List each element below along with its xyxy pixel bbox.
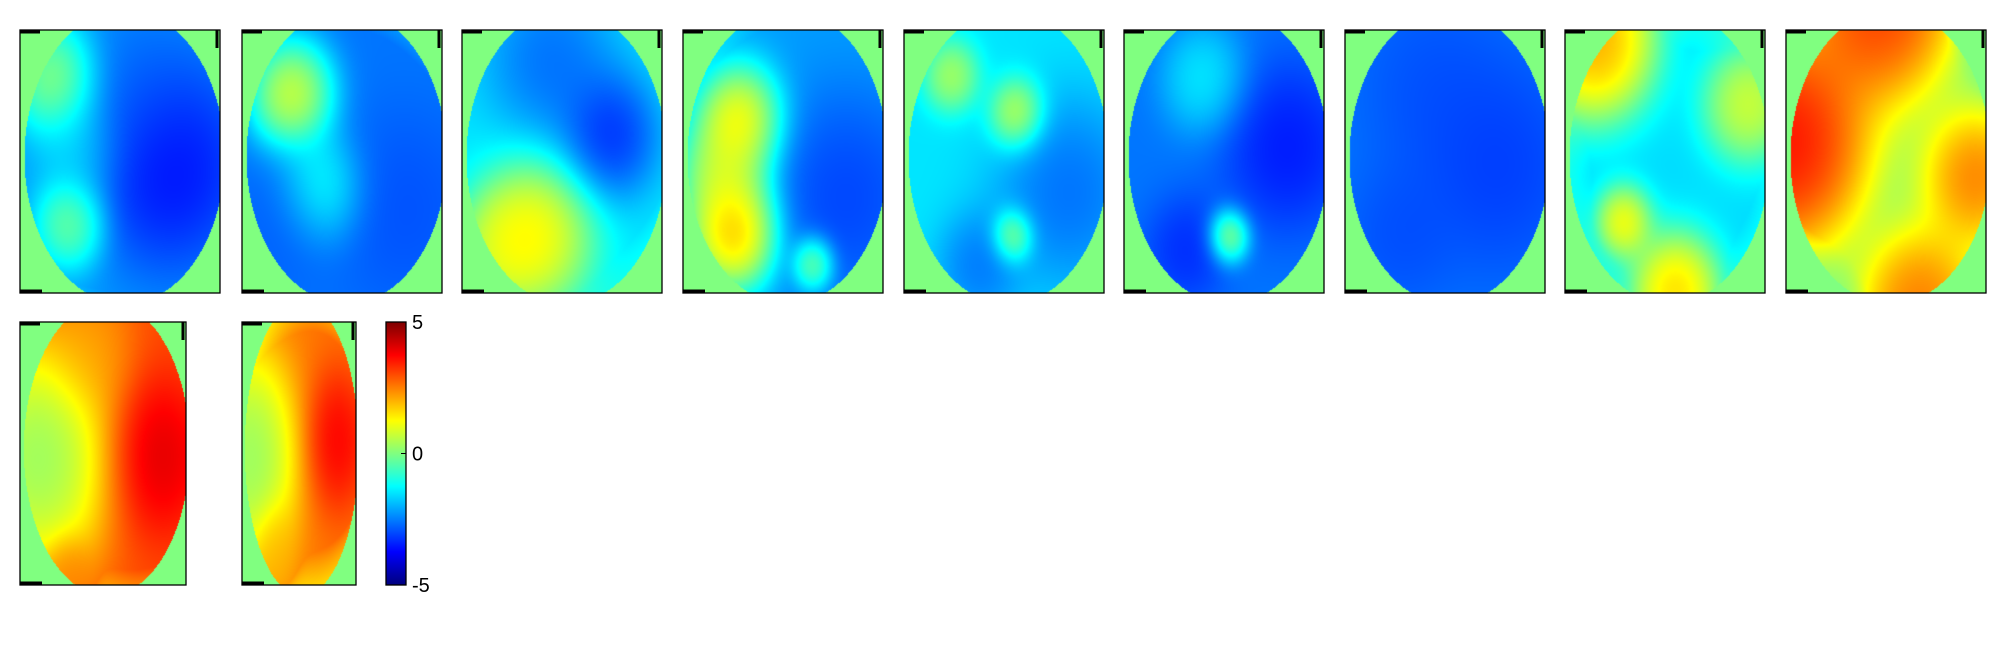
heatmap-panel (903, 29, 1105, 294)
heatmap-image (462, 30, 662, 293)
heatmap-image (683, 30, 883, 293)
heatmap-image (1124, 30, 1324, 293)
panel-frame (1344, 29, 1546, 294)
heatmap-panel (1344, 29, 1546, 294)
heatmap-panels (19, 29, 1987, 586)
colorbar-gradient (386, 322, 406, 585)
panel-frame (241, 29, 443, 294)
panel-frame (682, 29, 884, 294)
heatmap-panel (1564, 29, 1766, 294)
heatmap-panel (1123, 29, 1325, 294)
heatmap-image (242, 322, 356, 585)
heatmap-panel (241, 321, 357, 586)
heatmap-image (20, 30, 220, 293)
colorbar-tick-label: 5 (412, 312, 423, 334)
heatmap-panel (19, 321, 187, 586)
panel-frame (19, 29, 221, 294)
panel-frame (241, 321, 357, 586)
heatmap-image (242, 30, 442, 293)
colorbar-tick-label: 0 (412, 444, 423, 466)
heatmap-image (1565, 30, 1765, 293)
panel-frame (1123, 29, 1325, 294)
colorbar-tick-label: -5 (412, 575, 430, 597)
panel-frame (19, 321, 187, 586)
heatmap-panel (461, 29, 663, 294)
heatmap-panel (1785, 29, 1987, 294)
heatmap-image (20, 322, 186, 585)
panel-frame (1785, 29, 1987, 294)
panel-frame (903, 29, 1105, 294)
panel-frame (1564, 29, 1766, 294)
heatmap-image (1786, 30, 1986, 293)
heatmap-panel (241, 29, 443, 294)
colorbar: 5 0 -5 (385, 312, 430, 597)
heatmap-image (904, 30, 1104, 293)
heatmap-panel (19, 29, 221, 294)
heatmap-image (1345, 30, 1545, 293)
panel-frame (461, 29, 663, 294)
heatmap-panel (682, 29, 884, 294)
